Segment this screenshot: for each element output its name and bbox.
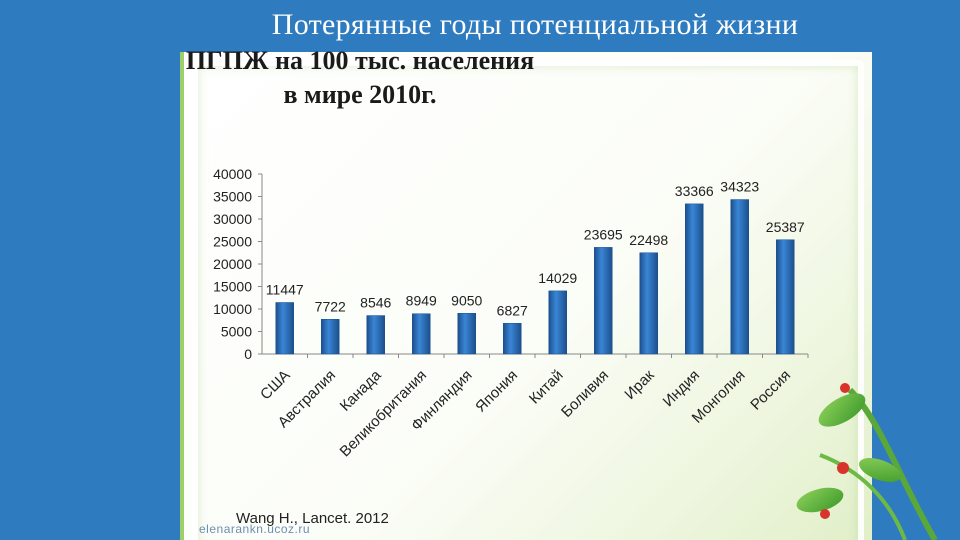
chart-title-line-2: в мире 2010г.	[283, 80, 437, 109]
bar	[776, 239, 795, 355]
bar	[366, 315, 385, 355]
watermark: elenarankn.ucoz.ru	[199, 522, 311, 536]
data-label: 8546	[360, 295, 391, 311]
data-label: 9050	[451, 292, 482, 308]
data-label: 11447	[266, 281, 304, 297]
y-tick-label: 20000	[213, 256, 252, 272]
bar	[503, 323, 522, 355]
bar	[457, 313, 476, 355]
data-label: 14029	[538, 270, 577, 286]
x-tick-label: Боливия	[558, 367, 612, 421]
y-tick-label: 30000	[213, 211, 252, 227]
bar	[275, 302, 294, 355]
y-tick-label: 25000	[213, 234, 252, 250]
x-tick-label: Китай	[526, 367, 567, 408]
data-label: 34323	[720, 179, 759, 195]
y-tick-label: 35000	[213, 189, 252, 205]
y-tick-label: 5000	[221, 324, 252, 340]
bar	[412, 313, 431, 355]
bar	[548, 290, 567, 355]
plant-decoration	[796, 383, 938, 540]
x-tick-label: Япония	[472, 367, 521, 416]
x-tick-label: Ирак	[621, 367, 657, 403]
bar	[321, 319, 340, 355]
data-label: 22498	[629, 232, 668, 248]
data-label: 25387	[766, 219, 805, 235]
data-label: 8949	[406, 293, 437, 309]
bar	[730, 199, 749, 355]
source-citation: Wang H., Lancet. 2012	[236, 510, 389, 527]
y-tick-label: 10000	[213, 301, 252, 317]
data-label: 23695	[584, 226, 623, 242]
chart-title: ПГПЖ на 100 тыс. населения в мире 2010г.	[120, 44, 600, 112]
chart-title-line-1: ПГПЖ на 100 тыс. населения	[185, 46, 535, 75]
bar	[685, 203, 704, 355]
bar	[639, 252, 658, 355]
data-label: 33366	[675, 183, 714, 199]
y-tick-label: 15000	[213, 279, 252, 295]
slide-title: Потерянные годы потенциальной жизни	[271, 8, 799, 41]
data-label: 6827	[497, 302, 528, 318]
x-tick-label: США	[257, 367, 293, 403]
data-label: 7722	[315, 298, 346, 314]
content-panel	[180, 52, 872, 540]
y-tick-label: 40000	[213, 166, 252, 182]
x-tick-label: Россия	[747, 367, 794, 414]
y-tick-label: 0	[244, 346, 252, 362]
bar	[594, 247, 613, 355]
x-tick-label: Индия	[660, 367, 703, 410]
